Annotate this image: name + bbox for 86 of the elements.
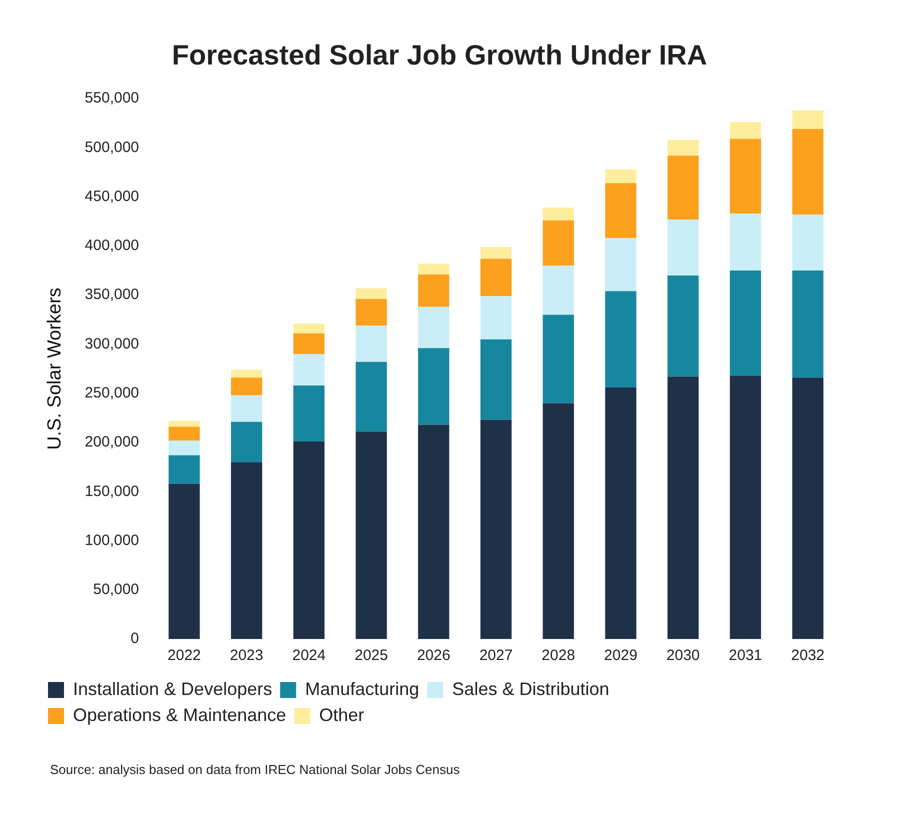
bar xyxy=(418,274,450,307)
x-tick-label: 2028 xyxy=(542,647,576,664)
y-tick-label: 450,000 xyxy=(84,188,140,205)
bar xyxy=(542,403,574,639)
bar xyxy=(730,138,762,214)
bar xyxy=(605,169,636,184)
bar xyxy=(605,291,636,388)
x-tick-label: 2031 xyxy=(728,647,762,664)
bar xyxy=(668,275,699,377)
bar xyxy=(480,339,512,420)
bar xyxy=(418,306,450,348)
legend-label: Sales & Distribution xyxy=(452,678,610,699)
bar xyxy=(230,395,262,422)
bar xyxy=(230,378,262,396)
bar xyxy=(792,270,824,378)
x-tick-label: 2025 xyxy=(354,647,388,664)
bar xyxy=(418,348,450,425)
bar xyxy=(356,362,387,432)
legend-label: Manufacturing xyxy=(305,678,420,699)
bar xyxy=(293,324,325,334)
x-tick-label: 2027 xyxy=(479,647,513,664)
y-tick-label: 300,000 xyxy=(84,335,140,352)
bar xyxy=(730,214,762,271)
bar xyxy=(230,370,262,378)
legend-label: Other xyxy=(319,704,364,725)
bar xyxy=(480,420,512,639)
x-tick-label: 2026 xyxy=(416,647,450,664)
bar xyxy=(668,376,699,639)
bar xyxy=(418,264,450,274)
bar xyxy=(542,220,574,266)
x-tick-label: 2023 xyxy=(230,647,264,664)
legend-label: Installation & Developers xyxy=(73,678,272,699)
y-tick-label: 500,000 xyxy=(84,138,140,156)
bar xyxy=(168,420,200,427)
y-tick-label: 100,000 xyxy=(84,532,140,549)
y-tick-label: 400,000 xyxy=(84,237,140,254)
bar xyxy=(293,354,325,386)
bar xyxy=(168,440,200,456)
y-tick-label: 0 xyxy=(130,630,140,648)
source-note: Source: analysis based on data from IREC National Solar Jobs Census xyxy=(50,762,460,777)
y-tick-label: 50,000 xyxy=(93,581,140,598)
bar xyxy=(356,326,387,362)
bar xyxy=(605,387,636,639)
bar xyxy=(480,258,512,296)
x-tick-label: 2024 xyxy=(292,647,326,664)
legend-label: Operations & Maintenance xyxy=(73,704,286,725)
bar xyxy=(668,219,699,276)
y-tick-label: 200,000 xyxy=(84,434,140,451)
x-tick-label: 2022 xyxy=(168,647,201,664)
bar xyxy=(293,442,325,639)
bar xyxy=(668,156,699,220)
bar xyxy=(542,314,574,404)
bar xyxy=(356,299,387,326)
bar xyxy=(230,462,262,639)
y-tick-label: 150,000 xyxy=(84,482,140,500)
y-tick-label: 550,000 xyxy=(84,90,140,107)
bar xyxy=(418,424,450,639)
bar xyxy=(730,376,762,639)
y-tick-label: 350,000 xyxy=(84,286,140,304)
y-tick-label: 250,000 xyxy=(84,384,140,402)
bar xyxy=(356,288,387,300)
x-tick-label: 2030 xyxy=(666,647,700,664)
bar xyxy=(792,110,824,130)
bar xyxy=(605,183,636,238)
bar xyxy=(792,378,824,639)
x-tick-label: 2032 xyxy=(791,647,825,664)
bar xyxy=(668,140,699,156)
bar xyxy=(605,238,636,292)
bar xyxy=(792,129,824,215)
bar xyxy=(230,422,262,462)
bar xyxy=(356,432,387,639)
chart-title: Forecasted Solar Job Growth Under IRA xyxy=(172,40,708,71)
bar xyxy=(168,455,200,484)
bar xyxy=(730,122,762,139)
bar xyxy=(293,333,325,354)
bar xyxy=(168,484,200,639)
bar xyxy=(480,246,512,259)
y-axis-title: U.S. Solar Workers xyxy=(44,288,66,450)
bar xyxy=(168,426,200,441)
bar xyxy=(792,214,824,271)
bar xyxy=(730,270,762,376)
bar xyxy=(293,386,325,442)
x-tick-label: 2029 xyxy=(604,647,638,664)
bar xyxy=(542,208,574,220)
bar xyxy=(542,266,574,315)
bar xyxy=(480,296,512,340)
